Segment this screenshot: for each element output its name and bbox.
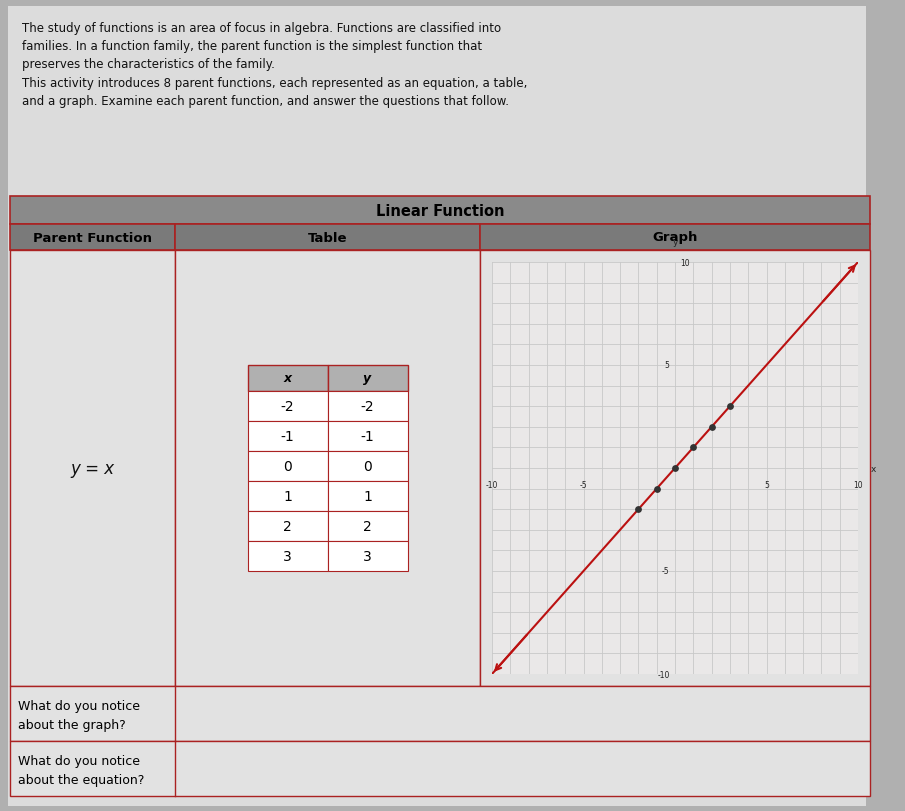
Point [704, 421, 719, 434]
Text: -5: -5 [662, 567, 670, 576]
Point [686, 441, 700, 454]
Text: -10: -10 [486, 481, 498, 490]
FancyBboxPatch shape [247, 512, 328, 541]
Text: -1: -1 [360, 430, 375, 444]
Point [668, 462, 682, 475]
FancyBboxPatch shape [247, 366, 328, 392]
FancyBboxPatch shape [247, 541, 328, 571]
FancyBboxPatch shape [10, 741, 870, 796]
Text: 1: 1 [363, 489, 372, 504]
Text: Graph: Graph [653, 231, 698, 244]
Text: 10: 10 [853, 481, 862, 490]
Text: 3: 3 [363, 549, 372, 564]
FancyBboxPatch shape [175, 251, 480, 686]
FancyBboxPatch shape [10, 225, 175, 251]
Text: y: y [364, 372, 372, 385]
Point [631, 503, 645, 516]
Text: What do you notice: What do you notice [18, 753, 140, 767]
Text: Linear Function: Linear Function [376, 204, 504, 218]
Text: x: x [871, 464, 876, 473]
Text: What do you notice: What do you notice [18, 699, 140, 712]
Text: 10: 10 [681, 258, 691, 267]
FancyBboxPatch shape [328, 392, 407, 422]
FancyBboxPatch shape [328, 366, 407, 392]
FancyBboxPatch shape [328, 422, 407, 452]
FancyBboxPatch shape [247, 392, 328, 422]
FancyBboxPatch shape [328, 452, 407, 482]
Text: -5: -5 [580, 481, 587, 490]
Text: Parent Function: Parent Function [33, 231, 152, 244]
Text: 2: 2 [283, 519, 292, 534]
FancyBboxPatch shape [328, 512, 407, 541]
Text: 0: 0 [283, 460, 292, 474]
Text: 5: 5 [664, 361, 670, 370]
Text: about the equation?: about the equation? [18, 773, 145, 786]
FancyBboxPatch shape [247, 422, 328, 452]
FancyBboxPatch shape [247, 482, 328, 512]
FancyBboxPatch shape [10, 197, 870, 225]
Text: y = x: y = x [71, 460, 115, 478]
Text: x: x [283, 372, 291, 385]
Text: -10: -10 [657, 670, 670, 679]
Text: 3: 3 [283, 549, 292, 564]
Text: -2: -2 [361, 400, 375, 414]
FancyBboxPatch shape [10, 251, 175, 686]
Text: 1: 1 [283, 489, 292, 504]
Text: -2: -2 [281, 400, 294, 414]
FancyBboxPatch shape [247, 452, 328, 482]
FancyBboxPatch shape [8, 7, 866, 806]
Text: about the graph?: about the graph? [18, 718, 126, 731]
FancyBboxPatch shape [328, 482, 407, 512]
FancyBboxPatch shape [328, 541, 407, 571]
Text: The study of functions is an area of focus in algebra. Functions are classified : The study of functions is an area of foc… [22, 22, 501, 71]
Text: 5: 5 [764, 481, 769, 490]
FancyBboxPatch shape [480, 251, 870, 686]
Text: Table: Table [308, 231, 348, 244]
FancyBboxPatch shape [175, 225, 480, 251]
Point [723, 400, 738, 413]
Text: 2: 2 [363, 519, 372, 534]
Text: This activity introduces 8 parent functions, each represented as an equation, a : This activity introduces 8 parent functi… [22, 77, 528, 108]
FancyBboxPatch shape [480, 225, 870, 251]
Text: y: y [672, 238, 678, 247]
Point [650, 483, 664, 496]
Text: -1: -1 [281, 430, 294, 444]
FancyBboxPatch shape [10, 686, 870, 741]
Text: 0: 0 [363, 460, 372, 474]
